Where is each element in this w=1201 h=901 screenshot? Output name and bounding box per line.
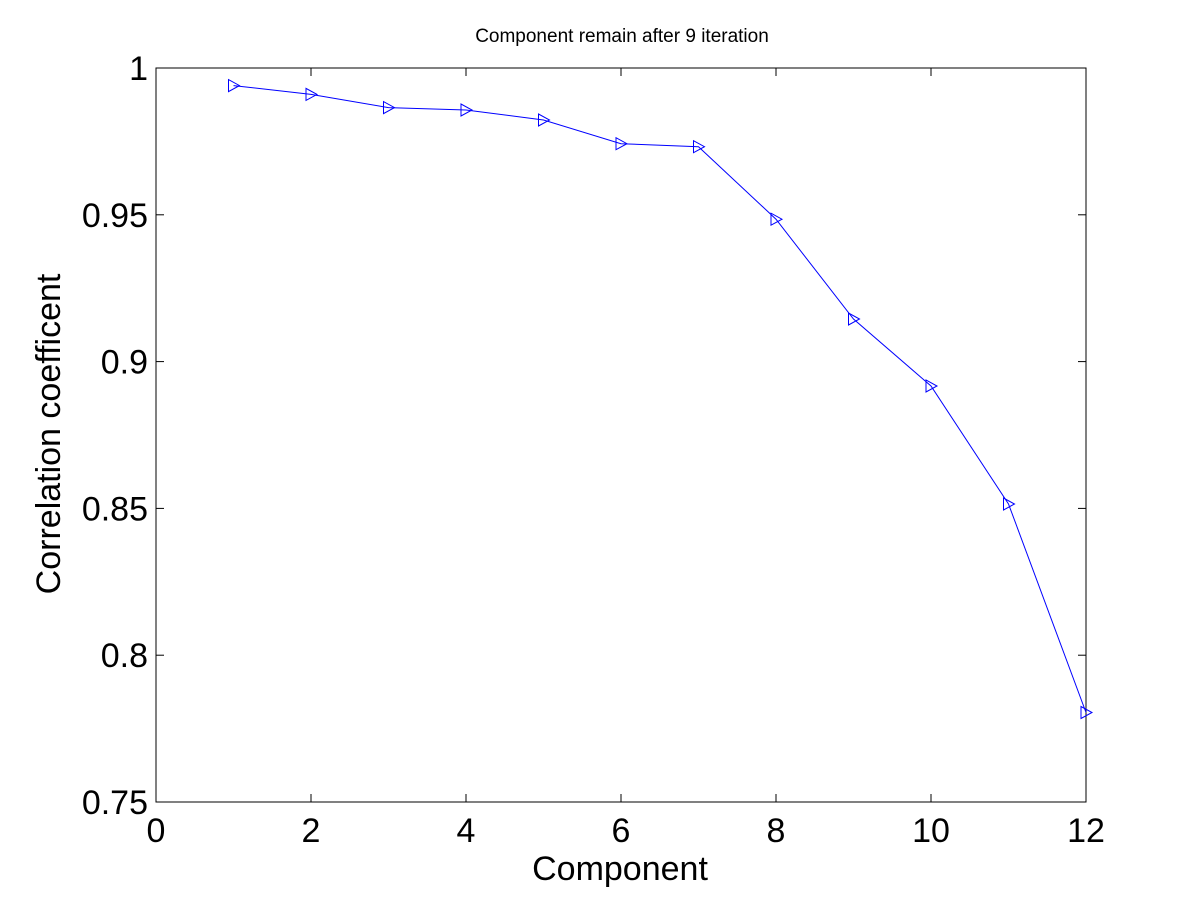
y-axis: 0.75 0.8 0.85 0.9 0.95 1 bbox=[82, 50, 1086, 822]
y-tick-label: 1 bbox=[129, 50, 148, 88]
y-tick-label: 0.8 bbox=[101, 637, 148, 675]
data-point-marker bbox=[615, 136, 629, 151]
x-tick-label: 8 bbox=[767, 812, 786, 850]
data-point-marker bbox=[538, 113, 551, 127]
data-point-marker bbox=[848, 312, 861, 326]
data-point-marker bbox=[693, 139, 706, 154]
data-point-marker bbox=[925, 379, 939, 393]
series-line bbox=[233, 85, 1087, 713]
x-tick-label: 0 bbox=[147, 812, 166, 850]
y-tick-label: 0.95 bbox=[82, 197, 148, 235]
data-point-marker bbox=[383, 100, 396, 115]
x-tick-label: 10 bbox=[912, 812, 950, 850]
data-point-marker bbox=[305, 87, 319, 102]
x-tick-label: 12 bbox=[1067, 812, 1105, 850]
x-axis-label: Component bbox=[532, 850, 708, 888]
data-point-marker bbox=[1080, 705, 1094, 720]
x-axis: 0 2 4 6 8 10 12 bbox=[147, 68, 1105, 850]
y-axis-label: Correlation coefficent bbox=[30, 273, 68, 594]
data-point-marker bbox=[770, 212, 784, 227]
x-tick-label: 2 bbox=[302, 812, 321, 850]
chart-title: Component remain after 9 iteration bbox=[475, 26, 769, 47]
data-point-marker bbox=[1003, 497, 1016, 511]
y-tick-label: 0.85 bbox=[82, 490, 148, 528]
data-point-marker bbox=[460, 103, 474, 117]
x-tick-label: 6 bbox=[612, 812, 631, 850]
y-tick-label: 0.9 bbox=[101, 344, 148, 382]
y-tick-label: 0.75 bbox=[82, 784, 148, 822]
data-point-marker bbox=[228, 78, 241, 93]
x-tick-label: 4 bbox=[457, 812, 476, 850]
series-layer bbox=[228, 78, 1094, 720]
